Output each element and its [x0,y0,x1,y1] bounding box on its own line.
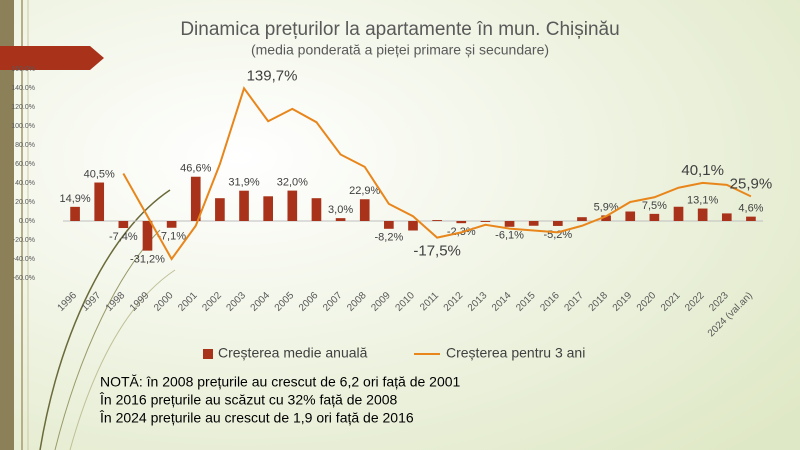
bar-value-label: -6,1% [495,230,524,242]
bar [456,221,467,224]
y-tick-label: 60.0% [15,161,35,168]
decoration [0,0,176,450]
bar [359,199,370,221]
bar-value-label: 14,9% [59,193,90,205]
y-tick-label: -20.0% [13,237,35,244]
bar [721,213,732,221]
legend-label: Creșterea medie anuală [218,345,368,361]
line-value-label: 40,1% [681,162,724,179]
legend-swatch [203,349,213,359]
bar [553,221,563,226]
bar [263,196,273,221]
note: În 2024 prețurile au crescut de 1,9 ori … [99,410,414,426]
bar-value-label: 5,9% [594,201,619,213]
chart-subtitle: (media ponderată a pieței primare și sec… [251,42,549,58]
bar-value-label: -7,1% [157,231,186,243]
bar [577,217,587,221]
bar [215,198,225,221]
bar [239,190,249,221]
bar [94,182,105,221]
y-tick-label: 40.0% [15,180,35,187]
bar [190,176,201,221]
bar-value-label: -8,2% [374,232,403,244]
y-tick-label: 160.0% [11,66,35,73]
bar [166,221,177,228]
chart-title: Dinamica prețurilor la apartamente în mu… [180,19,619,40]
bar-value-label: 13,1% [687,194,718,206]
bar-value-label: -7,4% [109,231,138,243]
bar [142,221,153,251]
bar [432,220,442,221]
y-tick-label: 0.0% [19,218,35,225]
note: În 2016 prețurile au scăzut cu 32% față … [99,392,398,408]
line-value-label: 25,9% [730,175,773,192]
line-value-label: 139,7% [247,67,298,84]
bar-value-label: 4,6% [738,203,763,215]
y-tick-label: 100.0% [11,123,35,130]
bar [70,206,80,221]
y-tick-label: 20.0% [15,199,35,206]
bar [528,221,539,226]
bar [649,213,660,221]
bar [480,221,491,222]
bar-value-label: 32,0% [277,177,308,189]
bar-value-label: 40,5% [84,168,115,180]
bar-value-label: 7,5% [642,200,667,212]
bar [746,216,756,221]
y-tick-label: 120.0% [11,104,35,111]
y-tick-label: -60.0% [13,275,35,282]
bar [601,215,611,221]
bar [335,218,346,221]
y-tick-label: -40.0% [13,256,35,263]
bar-value-label: 22,9% [349,185,380,197]
bar [287,190,298,221]
line [122,86,752,261]
bar [673,206,684,221]
bar-value-label: 46,6% [180,163,211,175]
bar [384,221,394,229]
bar-value-label: -31,2% [130,254,165,266]
note: NOTĂ: în 2008 prețurile au crescut de 6,… [100,374,461,390]
y-tick-label: 80.0% [15,142,35,149]
legend-label: Creșterea pentru 3 ani [446,345,585,361]
bar-value-label: 31,9% [228,177,259,189]
bar [697,208,708,221]
bar [408,221,418,231]
bar [118,221,129,229]
line-value-label: -17,5% [413,243,461,260]
bar [504,221,515,227]
y-tick-label: 140.0% [11,85,35,92]
bar [625,211,636,221]
bar-value-label: 3,0% [328,204,353,216]
bar [311,198,322,221]
